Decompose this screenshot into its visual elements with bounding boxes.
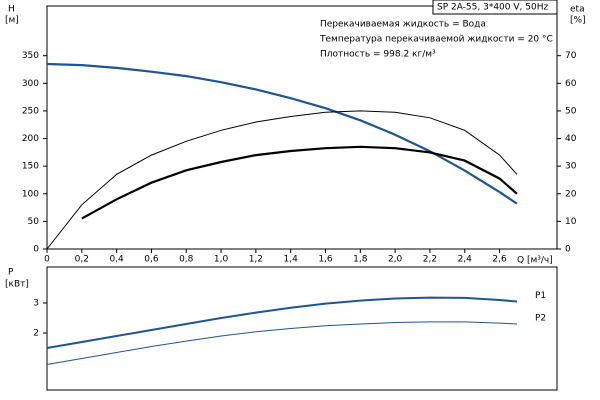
- y-tick-label: 3: [33, 299, 39, 309]
- model: SP 2A-55, 3*400 V, 50Hz: [437, 3, 548, 13]
- y2-label: eta: [570, 5, 585, 15]
- x-tick-label: 1,6: [318, 255, 333, 265]
- x-tick-label: 1,4: [284, 255, 299, 265]
- x-tick-label: 0,4: [109, 255, 124, 265]
- x-tick-label: 2,2: [423, 255, 437, 265]
- x-tick-label: 1,0: [214, 255, 229, 265]
- series-label: P1: [535, 291, 546, 301]
- series-line: [46, 321, 518, 365]
- series-line: [46, 62, 518, 205]
- y2-tick-label: 30: [565, 162, 577, 172]
- y2-tick-label: 50: [565, 106, 577, 116]
- series-label: P2: [535, 314, 546, 324]
- y2-tick-label: 20: [565, 189, 577, 199]
- x-label: Q [м³/ч]: [517, 256, 553, 266]
- x-tick-label: 0: [44, 255, 50, 265]
- x-tick-label: 0,2: [75, 255, 89, 265]
- y-tick-label: 100: [22, 189, 39, 199]
- x-tick-label: 1,2: [249, 255, 263, 265]
- annotation: Перекачиваемая жидкость = Вода: [320, 20, 486, 30]
- y-unit: [м]: [5, 16, 19, 26]
- series-line: [46, 110, 518, 250]
- x-tick-label: 2,0: [388, 255, 403, 265]
- x-tick-label: 0,8: [179, 255, 194, 265]
- y-label: H: [8, 5, 15, 15]
- y-tick-label: 50: [28, 217, 40, 227]
- y2-unit: [%]: [570, 16, 586, 26]
- series-line: [46, 296, 518, 349]
- y-tick-label: 150: [22, 162, 39, 172]
- y-label: P: [8, 268, 14, 278]
- y-unit: [кВт]: [5, 280, 29, 290]
- y2-tick-label: 40: [565, 134, 577, 144]
- x-tick-label: 1,8: [353, 255, 368, 265]
- y-tick-label: 2: [33, 329, 39, 339]
- y2-tick-label: 10: [565, 217, 577, 227]
- y2-tick-label: 60: [565, 79, 577, 89]
- y-tick-label: 300: [22, 79, 39, 89]
- x-tick-label: 2,4: [458, 255, 473, 265]
- y2-tick-label: 70: [565, 51, 577, 61]
- y-tick-label: 0: [33, 245, 39, 255]
- series-line: [81, 145, 518, 220]
- annotation: Плотность = 998.2 кг/м³: [320, 50, 436, 60]
- model-box: [432, 0, 558, 15]
- y2-tick-label: 0: [565, 245, 571, 255]
- y-tick-label: 350: [22, 51, 39, 61]
- x-tick-label: 0,6: [144, 255, 159, 265]
- plot-frame: [46, 5, 558, 250]
- annotation: Температура перекачиваемой жидкости = 20…: [319, 35, 553, 45]
- x-tick-label: 2,6: [492, 255, 507, 265]
- y-tick-label: 200: [22, 134, 39, 144]
- plot-frame: [46, 266, 558, 391]
- y-tick-label: 250: [22, 106, 39, 116]
